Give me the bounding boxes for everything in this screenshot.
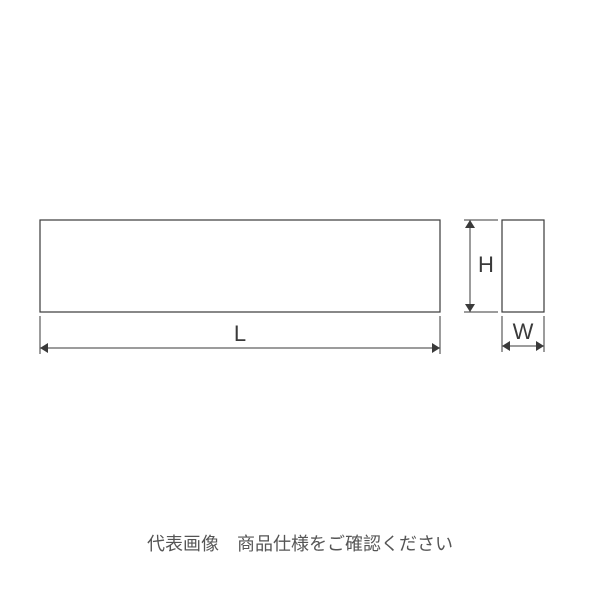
stage: L H W 代表画像 商品仕様をご確認ください xyxy=(0,0,600,600)
caption-text: 代表画像 商品仕様をご確認ください xyxy=(0,530,600,556)
svg-text:L: L xyxy=(234,321,246,346)
svg-text:W: W xyxy=(513,319,534,344)
svg-text:H: H xyxy=(478,252,494,277)
technical-diagram: L H W xyxy=(0,0,600,600)
